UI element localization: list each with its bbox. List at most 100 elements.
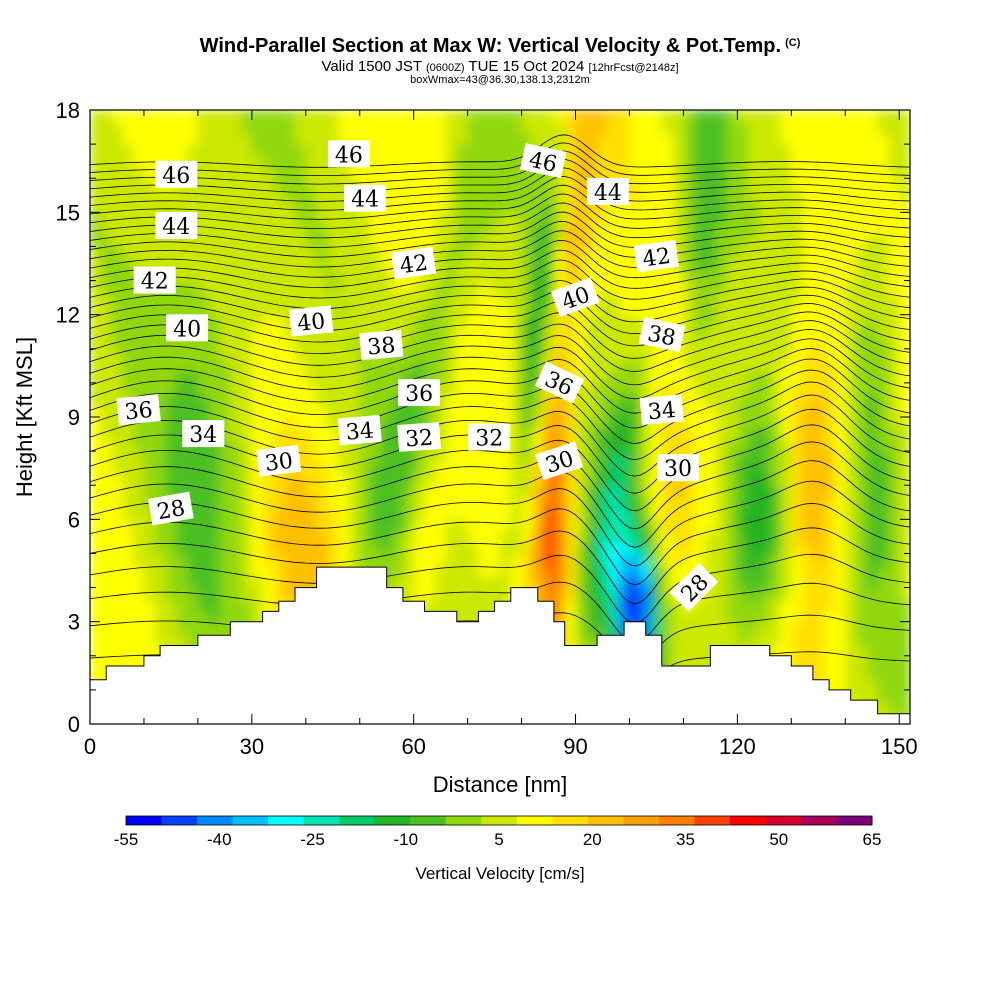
velocity-cell bbox=[607, 394, 620, 407]
x-tick-label: 120 bbox=[719, 734, 756, 759]
velocity-cell bbox=[90, 485, 102, 498]
velocity-cell bbox=[402, 155, 415, 168]
velocity-cell bbox=[273, 189, 286, 202]
velocity-cell bbox=[111, 189, 124, 202]
velocity-cell bbox=[273, 587, 286, 600]
velocity-cell bbox=[305, 280, 318, 293]
velocity-cell bbox=[597, 144, 609, 157]
velocity-cell bbox=[694, 371, 706, 384]
velocity-cell bbox=[629, 360, 642, 373]
velocity-cell bbox=[176, 553, 189, 566]
velocity-cell bbox=[100, 348, 113, 362]
velocity-cell bbox=[640, 576, 653, 589]
velocity-cell bbox=[122, 382, 135, 396]
velocity-cell bbox=[834, 667, 847, 680]
velocity-cell bbox=[230, 542, 243, 555]
velocity-cell bbox=[629, 473, 642, 487]
velocity-cell bbox=[748, 360, 760, 373]
velocity-cell bbox=[866, 178, 879, 191]
velocity-cell bbox=[435, 508, 448, 521]
velocity-cell bbox=[241, 576, 253, 589]
velocity-cell bbox=[651, 519, 663, 532]
velocity-cell bbox=[812, 223, 825, 237]
velocity-cell bbox=[187, 246, 199, 259]
velocity-cell bbox=[823, 303, 836, 316]
velocity-cell bbox=[90, 155, 102, 168]
velocity-cell bbox=[802, 542, 814, 555]
velocity-cell bbox=[327, 553, 340, 566]
velocity-cell bbox=[812, 644, 825, 657]
velocity-cell bbox=[90, 166, 102, 180]
velocity-cell bbox=[251, 417, 264, 430]
velocity-cell bbox=[866, 269, 879, 282]
velocity-cell bbox=[629, 587, 642, 600]
velocity-cell bbox=[143, 576, 156, 589]
velocity-cell bbox=[802, 633, 814, 646]
velocity-cell bbox=[780, 633, 793, 646]
velocity-cell bbox=[812, 553, 825, 566]
velocity-cell bbox=[683, 326, 696, 339]
velocity-cell bbox=[241, 530, 253, 544]
velocity-cell bbox=[834, 485, 847, 498]
velocity-cell bbox=[553, 337, 566, 350]
velocity-cell bbox=[737, 201, 750, 214]
velocity-cell bbox=[100, 269, 113, 282]
velocity-cell bbox=[769, 223, 782, 237]
velocity-cell bbox=[812, 212, 825, 225]
velocity-cell bbox=[586, 394, 599, 407]
velocity-cell bbox=[661, 610, 674, 623]
velocity-cell bbox=[359, 314, 372, 328]
velocity-cell bbox=[456, 382, 469, 396]
velocity-cell bbox=[435, 576, 448, 589]
velocity-cell bbox=[510, 212, 523, 225]
velocity-cell bbox=[111, 348, 124, 362]
velocity-cell bbox=[370, 223, 383, 237]
velocity-cell bbox=[877, 371, 890, 384]
colorbar-tick-label: 5 bbox=[494, 830, 503, 849]
velocity-cell bbox=[899, 371, 910, 384]
velocity-cell bbox=[413, 587, 426, 600]
velocity-cell bbox=[780, 496, 793, 509]
velocity-cell bbox=[197, 462, 210, 475]
velocity-cell bbox=[748, 610, 760, 623]
velocity-cell bbox=[295, 257, 307, 271]
velocity-cell bbox=[262, 257, 275, 271]
velocity-cell bbox=[629, 121, 642, 134]
velocity-cell bbox=[208, 462, 221, 475]
velocity-cell bbox=[553, 439, 566, 453]
velocity-cell bbox=[780, 610, 793, 623]
velocity-cell bbox=[607, 121, 620, 134]
velocity-cell bbox=[823, 201, 836, 214]
velocity-cell bbox=[413, 530, 426, 544]
velocity-cell bbox=[899, 701, 910, 714]
velocity-cell bbox=[143, 223, 156, 237]
velocity-cell bbox=[456, 530, 469, 544]
velocity-cell bbox=[478, 473, 491, 487]
velocity-cell bbox=[478, 178, 491, 191]
velocity-cell bbox=[877, 576, 890, 589]
velocity-cell bbox=[424, 473, 437, 487]
velocity-cell bbox=[348, 178, 361, 191]
velocity-cell bbox=[262, 223, 275, 237]
chart-subtitle: Valid 1500 JST (0600Z) TUE 15 Oct 2024 [… bbox=[0, 59, 1000, 74]
velocity-cell bbox=[90, 314, 102, 328]
velocity-cell bbox=[532, 542, 545, 555]
velocity-cell bbox=[866, 212, 879, 225]
velocity-cell bbox=[823, 621, 836, 635]
velocity-cell bbox=[705, 587, 717, 600]
velocity-cell bbox=[208, 291, 221, 305]
velocity-cell bbox=[176, 473, 189, 487]
velocity-cell bbox=[877, 189, 890, 202]
velocity-cell bbox=[241, 132, 253, 146]
velocity-cell bbox=[812, 189, 825, 202]
velocity-cell bbox=[122, 462, 135, 475]
velocity-cell bbox=[575, 360, 588, 373]
velocity-cell bbox=[629, 451, 642, 464]
velocity-cell bbox=[866, 655, 879, 669]
velocity-cell bbox=[618, 439, 631, 453]
velocity-cell bbox=[866, 337, 879, 350]
velocity-cell bbox=[888, 644, 901, 657]
velocity-cell bbox=[273, 166, 286, 180]
velocity-cell bbox=[543, 519, 555, 532]
velocity-cell bbox=[197, 496, 210, 509]
